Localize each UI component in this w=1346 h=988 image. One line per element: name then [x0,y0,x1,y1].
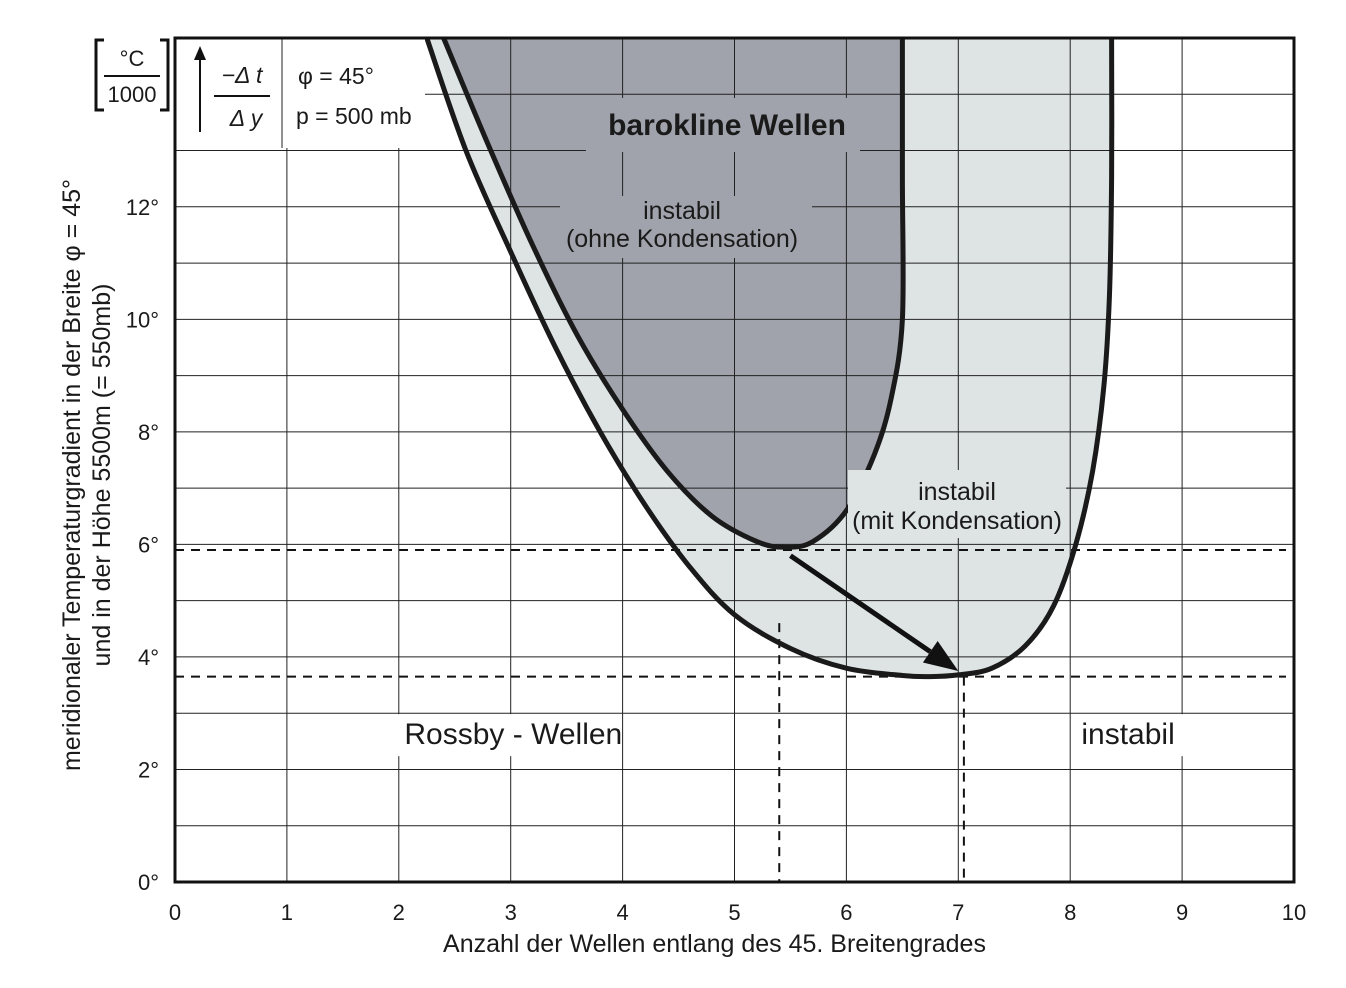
y-axis-title: meridionaler Temperaturgradient in der B… [58,179,86,771]
annotation-label-1: instabil [1081,718,1174,751]
x-tick-label: 0 [169,900,181,925]
y-tick-label: 6° [138,532,159,557]
transition-arrow [789,553,959,671]
x-tick-label: 4 [616,900,628,925]
annotation-label-0: Rossby - Wellen [404,718,622,751]
info-box [175,38,425,148]
region-label-bg-0 [560,196,812,258]
unit-denominator: 1000 [108,82,157,107]
annotation-bg-0 [396,714,619,757]
x-tick-labels: 0 1 2 3 4 5 6 7 8 9 10 [169,900,1306,925]
region-label-1-line-2: (mit Kondensation) [852,507,1062,535]
y-tick-label: 12° [126,195,159,220]
x-tick-label: 9 [1176,900,1188,925]
arrow-shaft [789,553,932,654]
gradient-numerator: −Δ t [222,62,264,88]
y-tick-label: 0° [138,870,159,895]
title-label: barokline Wellen [608,109,846,142]
y-axis-title-2: und in der Höhe 5500m (= 550mb) [88,284,116,667]
region-label-1-line-1: instabil [918,478,996,506]
x-tick-label: 1 [281,900,293,925]
y-tick-label: 4° [138,645,159,670]
x-tick-label: 3 [505,900,517,925]
arrow-head [922,641,959,671]
gradient-denominator: Δ y [229,105,264,131]
plot-border [173,36,1296,884]
title-label-bg [586,98,860,152]
pressure-label: p = 500 mb [296,103,412,129]
y-tick-labels: 0° 2° 4° 6° 8° 10° 12° [126,195,159,895]
x-tick-label: 8 [1064,900,1076,925]
unit-numerator: °C [120,46,145,71]
region-label-0-line-2: (ohne Kondensation) [566,225,798,253]
gradient-arrow-head [194,46,206,60]
boundary-curves [424,37,1115,680]
y-tick-label: 8° [138,420,159,445]
plot-frame [173,36,1296,884]
x-axis-title: Anzahl der Wellen entlang des 45. Breite… [443,930,986,958]
x-tick-label: 7 [952,900,964,925]
phi-label: φ = 45° [298,63,374,89]
y-tick-label: 2° [138,757,159,782]
chart-labels: Anzahl der Wellen entlang des 45. Breite… [58,38,1184,958]
x-tick-label: 5 [728,900,740,925]
unit-bracket-right [160,38,170,112]
region-fill-0 [443,38,904,548]
region-label-bg-1 [848,470,1066,538]
unit-bracket-left [94,38,104,112]
x-tick-label: 2 [393,900,405,925]
annotation-bg-1 [1073,714,1184,757]
region-label-0-line-1: instabil [643,197,721,225]
boundary-curve-0 [441,37,906,550]
y-tick-label: 10° [126,307,159,332]
x-tick-label: 6 [840,900,852,925]
reference-lines [175,549,1286,882]
x-tick-label: 10 [1282,900,1306,925]
grid [175,38,1294,882]
boundary-curve-1 [424,37,1115,680]
